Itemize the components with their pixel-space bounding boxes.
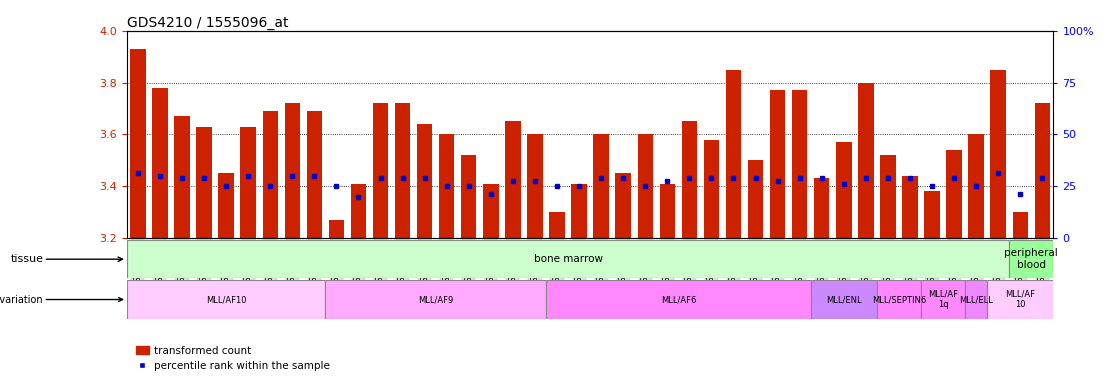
Bar <box>615 173 631 238</box>
Text: MLL/ENL: MLL/ENL <box>826 295 861 304</box>
Text: peripheral
blood: peripheral blood <box>1005 248 1058 270</box>
Bar <box>373 103 388 238</box>
Text: MLL/AF10: MLL/AF10 <box>206 295 246 304</box>
Bar <box>196 127 212 238</box>
Bar <box>858 83 874 238</box>
Text: MLL/SEPTIN6: MLL/SEPTIN6 <box>871 295 927 304</box>
Bar <box>395 103 410 238</box>
Bar <box>527 134 543 238</box>
Bar <box>877 280 921 319</box>
Bar <box>174 116 190 238</box>
Bar <box>902 176 918 238</box>
Bar <box>218 173 234 238</box>
Bar <box>682 121 697 238</box>
Bar <box>571 184 587 238</box>
Bar <box>152 88 168 238</box>
Bar <box>704 140 719 238</box>
Bar <box>1035 103 1050 238</box>
Bar <box>307 111 322 238</box>
Text: MLL/AF6: MLL/AF6 <box>661 295 696 304</box>
Text: GDS4210 / 1555096_at: GDS4210 / 1555096_at <box>127 16 288 30</box>
Bar <box>439 134 454 238</box>
Bar <box>792 90 807 238</box>
Bar <box>965 280 987 319</box>
Bar <box>726 70 741 238</box>
Bar <box>987 280 1053 319</box>
Bar <box>329 220 344 238</box>
Bar <box>921 280 965 319</box>
Text: MLL/AF9: MLL/AF9 <box>418 295 453 304</box>
Bar <box>660 184 675 238</box>
Bar <box>836 142 852 238</box>
Bar <box>325 280 546 319</box>
Bar <box>748 161 763 238</box>
Bar <box>593 134 609 238</box>
Text: genotype/variation: genotype/variation <box>0 295 122 305</box>
Bar <box>549 212 565 238</box>
Bar <box>417 124 432 238</box>
Bar <box>946 150 962 238</box>
Bar <box>924 192 940 238</box>
Legend: transformed count, percentile rank within the sample: transformed count, percentile rank withi… <box>132 341 334 375</box>
Bar <box>638 134 653 238</box>
Text: MLL/ELL: MLL/ELL <box>960 295 993 304</box>
Bar <box>968 134 984 238</box>
Text: MLL/AF
1q: MLL/AF 1q <box>928 290 959 309</box>
Text: bone marrow: bone marrow <box>534 254 602 264</box>
Bar <box>880 155 896 238</box>
Bar <box>546 280 811 319</box>
Bar <box>285 103 300 238</box>
Bar <box>1013 212 1028 238</box>
Bar <box>240 127 256 238</box>
Bar <box>811 280 877 319</box>
Bar <box>770 90 785 238</box>
Bar <box>461 155 476 238</box>
Bar <box>351 184 366 238</box>
Bar <box>127 280 325 319</box>
Text: tissue: tissue <box>10 254 122 264</box>
Bar <box>130 49 146 238</box>
Bar <box>505 121 521 238</box>
Text: MLL/AF
10: MLL/AF 10 <box>1005 290 1036 309</box>
Bar <box>263 111 278 238</box>
Bar <box>990 70 1006 238</box>
Bar <box>1009 240 1053 278</box>
Bar <box>483 184 499 238</box>
Bar <box>814 179 829 238</box>
